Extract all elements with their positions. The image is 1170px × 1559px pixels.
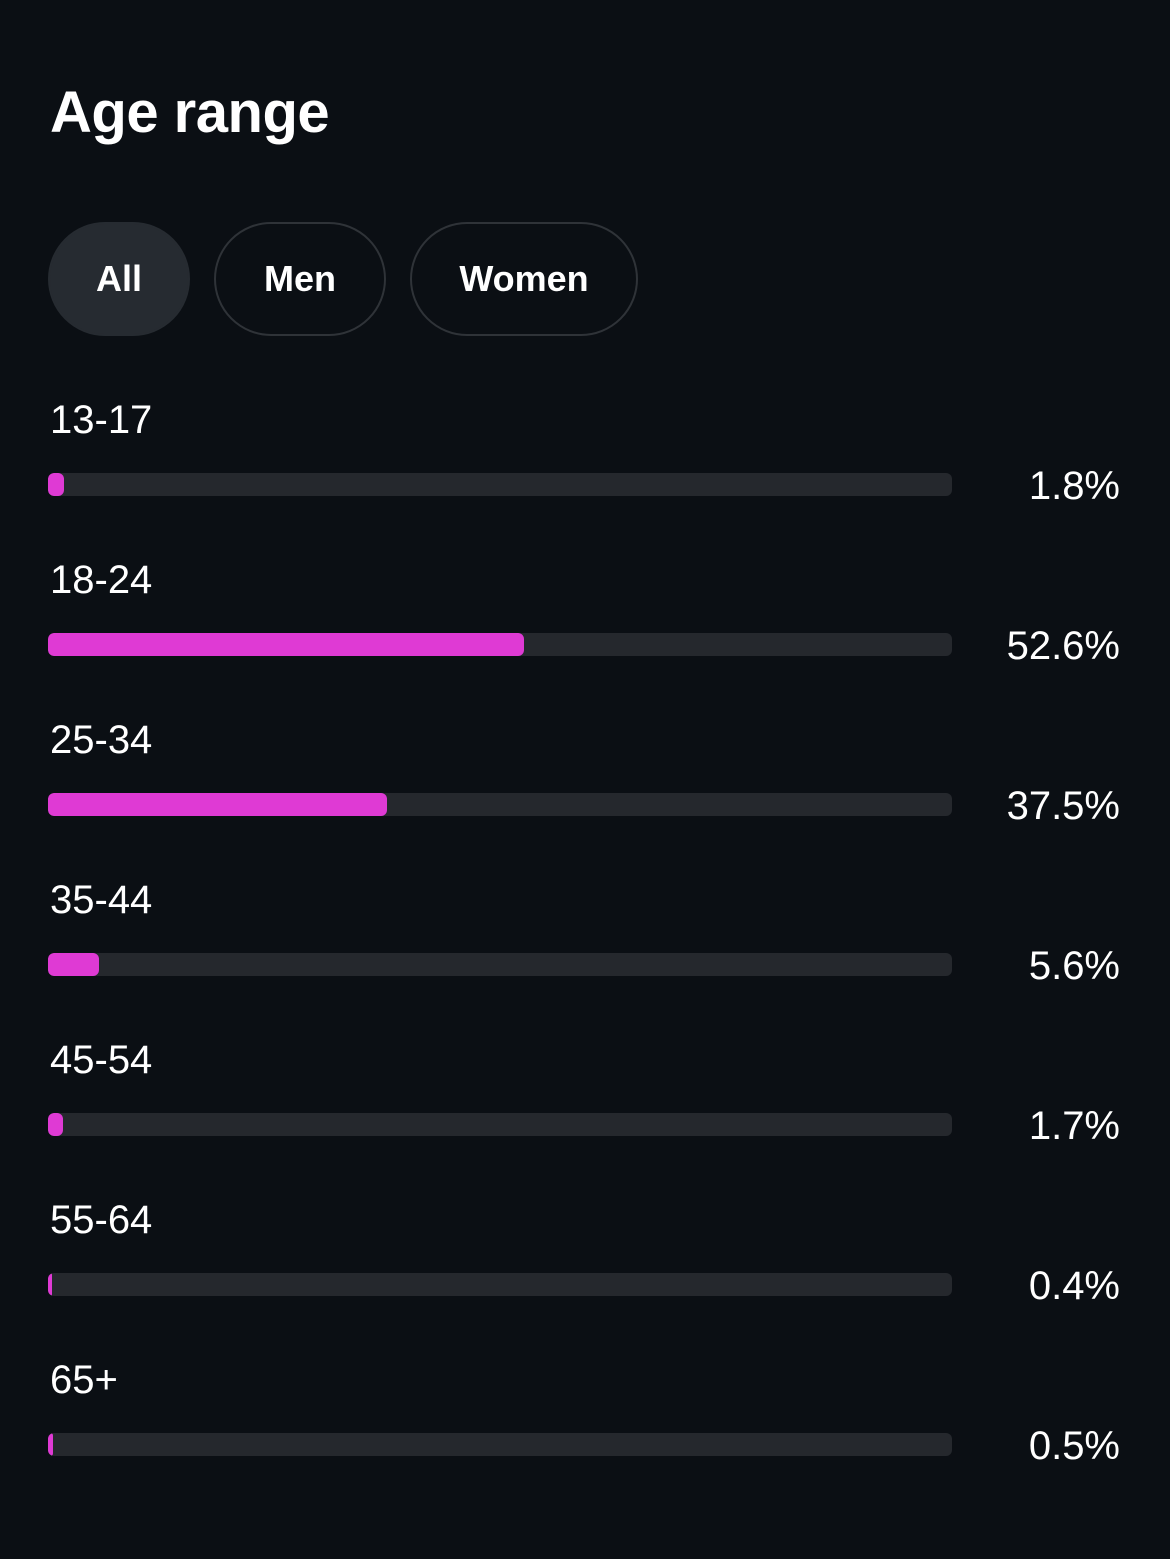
age-row-18-24: 18-24 52.6% [48,550,1120,710]
age-label: 25-34 [50,718,153,762]
percent-value: 1.8% [1028,464,1120,508]
bar-track [48,1113,952,1136]
percent-value: 0.5% [1028,1424,1120,1468]
age-row-45-54: 45-54 1.7% [48,1030,1120,1190]
bar-track [48,793,952,816]
percent-value: 52.6% [1006,624,1120,668]
bar-track [48,1273,952,1296]
bar-track [48,953,952,976]
age-row-25-34: 25-34 37.5% [48,710,1120,870]
age-range-chart: 13-17 1.8% 18-24 52.6% 25-34 37.5% 35-44… [48,390,1120,1510]
tab-all[interactable]: All [48,222,190,336]
age-label: 13-17 [50,398,153,442]
age-label: 55-64 [50,1198,153,1242]
bar-track [48,633,952,656]
bar-fill [48,473,65,496]
page-title: Age range [50,80,330,145]
age-label: 35-44 [50,878,153,922]
bar-fill [48,793,387,816]
percent-value: 5.6% [1028,944,1120,988]
age-label: 45-54 [50,1038,153,1082]
bar-fill [48,1273,52,1296]
bar-track [48,1433,952,1456]
gender-filter-tabs: All Men Women [48,222,638,336]
tab-women[interactable]: Women [410,222,638,336]
age-row-65-plus: 65+ 0.5% [48,1350,1120,1510]
bar-track [48,473,952,496]
age-row-35-44: 35-44 5.6% [48,870,1120,1030]
bar-fill [48,1113,64,1136]
percent-value: 1.7% [1028,1104,1120,1148]
age-row-13-17: 13-17 1.8% [48,390,1120,550]
percent-value: 0.4% [1028,1264,1120,1308]
bar-fill [48,633,524,656]
age-label: 65+ [50,1358,118,1402]
age-label: 18-24 [50,558,153,602]
tab-men[interactable]: Men [214,222,386,336]
bar-fill [48,953,99,976]
percent-value: 37.5% [1006,784,1120,828]
age-row-55-64: 55-64 0.4% [48,1190,1120,1350]
bar-fill [48,1433,53,1456]
